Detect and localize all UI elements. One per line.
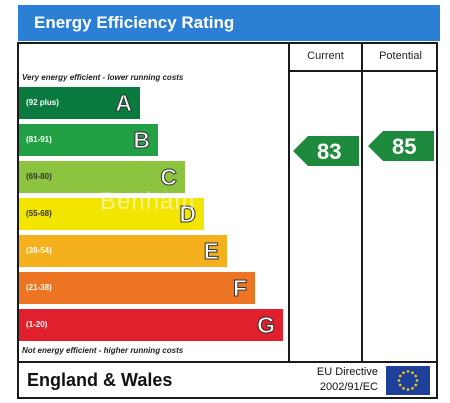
eu-star: [397, 379, 401, 382]
band-range: (21-38): [26, 283, 52, 292]
rating-table: [17, 42, 438, 363]
eu-star: [398, 383, 402, 387]
band-letter: F: [232, 275, 247, 302]
region-label: England & Wales: [27, 370, 173, 390]
eu-star: [398, 374, 402, 378]
band-letter: D: [179, 201, 197, 228]
column-divider-current: [288, 42, 290, 363]
eu-star: [414, 383, 418, 387]
watermark: Benham: [100, 188, 196, 215]
eu-star: [415, 379, 419, 382]
header-divider: [290, 70, 438, 72]
eu-star: [402, 371, 405, 375]
top-note: Very energy efficient - lower running co…: [22, 73, 184, 82]
band-d: (55-68) D: [19, 198, 204, 230]
band-a: (92 plus) A: [19, 87, 140, 119]
band-f: (21-38) F: [19, 272, 255, 304]
eu-star: [406, 388, 410, 391]
eu-flag-icon: [386, 366, 430, 395]
eu-star: [406, 370, 410, 373]
band-letter: C: [160, 164, 178, 191]
current-rating-value: 83: [317, 139, 342, 164]
current-column-header: Current: [307, 50, 344, 62]
footer: England & Wales EU Directive 2002/91/EC: [17, 363, 438, 399]
band-letter: B: [133, 127, 151, 154]
title-bar: Energy Efficiency Rating: [18, 5, 440, 41]
directive-line-2: 2002/91/EC: [319, 381, 378, 393]
band-range: (55-68): [26, 209, 52, 218]
current-rating-arrow: 83: [293, 136, 359, 166]
current-arrow-shape: [293, 136, 359, 166]
column-divider-potential: [361, 42, 363, 363]
bottom-note: Not energy efficient - higher running co…: [22, 346, 184, 355]
directive-line-1: EU Directive: [316, 366, 378, 378]
eu-star: [414, 374, 418, 378]
potential-column-header: Potential: [379, 50, 422, 62]
eu-star: [411, 371, 414, 375]
band-letter: E: [203, 238, 219, 265]
band-range: (92 plus): [26, 98, 59, 107]
eu-star: [411, 386, 414, 390]
band-range: (1-20): [26, 320, 48, 329]
band-letter: A: [115, 90, 133, 117]
potential-arrow-shape: [368, 131, 434, 161]
band-e: (39-54) E: [19, 235, 227, 267]
band-letter: G: [257, 312, 276, 339]
band-g: (1-20) G: [19, 309, 283, 341]
band-range: (69-80): [26, 172, 52, 181]
band-b: (81-91) B: [19, 124, 158, 156]
band-range: (81-91): [26, 135, 52, 144]
page-title: Energy Efficiency Rating: [34, 13, 235, 32]
eu-star: [402, 386, 405, 390]
potential-rating-arrow: 85: [368, 131, 434, 161]
band-c: (69-80) C: [19, 161, 185, 193]
potential-rating-value: 85: [392, 134, 417, 159]
eu-directive: EU Directive 2002/91/EC: [317, 365, 378, 395]
band-range: (39-54): [26, 246, 52, 255]
